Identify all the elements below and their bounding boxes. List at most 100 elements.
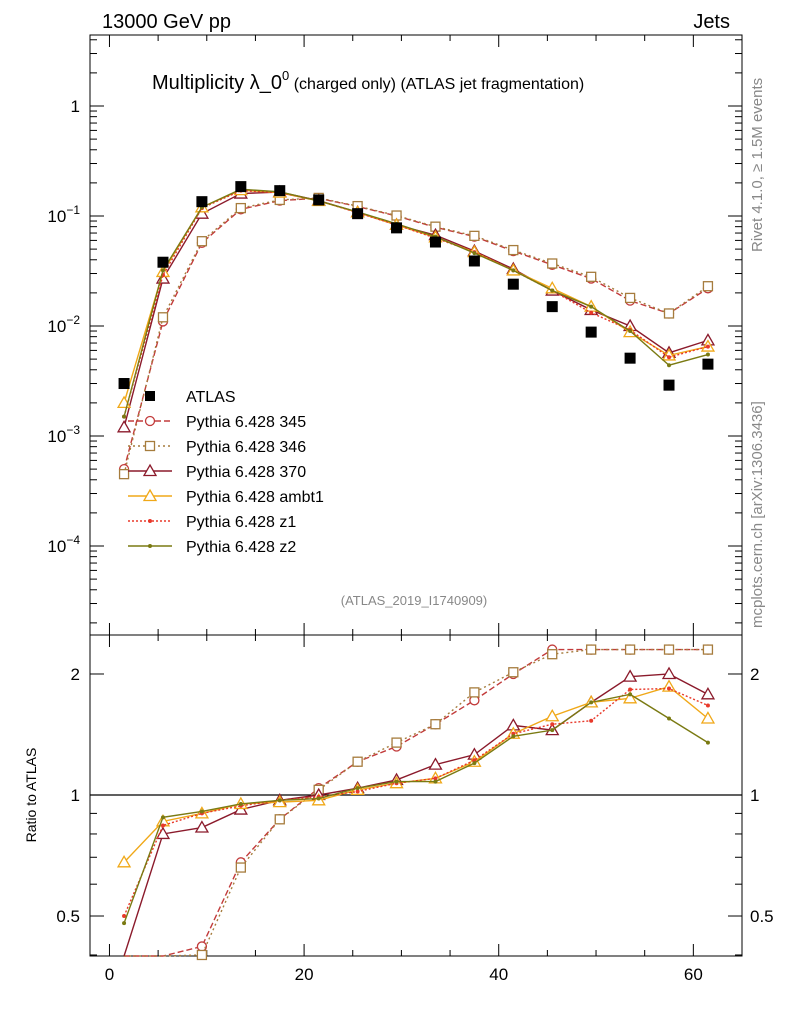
y-tick-exponent: −4 (66, 533, 80, 547)
ratio-point (622, 690, 638, 704)
series-point (157, 312, 169, 323)
series-point (469, 230, 480, 242)
ratio-line (124, 648, 708, 957)
ratio-point (352, 756, 363, 767)
series-point (661, 348, 677, 361)
legend-marker (148, 519, 152, 523)
series-point (508, 244, 519, 256)
y-tick-exponent: −3 (66, 423, 80, 437)
legend-marker-atlas (145, 391, 155, 401)
title-main: Multiplicity λ_0 (152, 72, 282, 94)
ratio-point (589, 700, 594, 705)
ratio-point (433, 779, 438, 784)
data-point (468, 255, 480, 267)
ratio-point (116, 855, 132, 868)
data-point (429, 236, 441, 248)
ratio-point (661, 679, 677, 692)
legend-label: Pythia 6.428 ambt1 (186, 489, 324, 506)
series-line (123, 189, 709, 417)
series-point (586, 271, 597, 282)
ratio-point (316, 796, 321, 801)
ratio-point (355, 789, 360, 794)
series-line (123, 188, 709, 417)
y-tick-label: 10−2 (47, 313, 80, 336)
series-point (624, 292, 636, 304)
atlas-data (118, 181, 714, 391)
ratio-line (123, 685, 709, 863)
series-point (545, 281, 560, 294)
legend-label-atlas: ATLAS (186, 389, 236, 406)
ratio-point (628, 692, 633, 697)
y-tick-exponent: −1 (66, 203, 80, 217)
data-point (702, 358, 714, 370)
data-point (196, 196, 208, 208)
ratio-point (508, 667, 519, 678)
x-tick-label: 60 (684, 965, 703, 984)
series-5 (122, 187, 710, 926)
x-tick-label: 40 (489, 965, 508, 984)
ratio-point (547, 649, 558, 660)
analysis-id: (ATLAS_2019_I1740909) (341, 593, 487, 608)
y-tick-label: 1 (71, 97, 80, 116)
data-point (274, 185, 286, 197)
ratio-tick-label-left: 0.5 (56, 907, 80, 926)
ratio-point (155, 826, 171, 840)
data-point (624, 352, 636, 364)
ratio-point (700, 687, 716, 700)
ratio-point (238, 801, 243, 806)
ratio-point (355, 786, 360, 791)
legend-marker (142, 463, 158, 477)
data-point (118, 378, 130, 390)
title-superscript: 0 (282, 68, 289, 83)
ratio-point (667, 716, 672, 721)
data-point (352, 208, 364, 220)
data-point (391, 222, 403, 234)
ratio-line (123, 673, 709, 957)
y-tick-base: 10 (47, 317, 66, 336)
ratio-point (469, 687, 480, 698)
ratio-point (661, 666, 677, 680)
legend-label: Pythia 6.428 346 (186, 439, 306, 456)
series-point (663, 308, 675, 319)
ratio-point (700, 711, 716, 724)
series-point (705, 344, 710, 349)
series-point (122, 414, 127, 419)
ratio-point (472, 758, 477, 763)
collision-label: 13000 GeV pp (102, 11, 231, 33)
ratio-point (589, 718, 594, 723)
ratio-point (624, 644, 636, 655)
ratio-point (622, 669, 638, 682)
ratio-point (663, 644, 675, 655)
ratio-point (702, 644, 714, 655)
legend-label: Pythia 6.428 370 (186, 464, 306, 481)
legend-label: Pythia 6.428 345 (186, 414, 306, 431)
y-tick-base: 10 (47, 537, 66, 556)
legend-marker (148, 544, 152, 548)
ratio-tick-label-left: 1 (71, 786, 80, 805)
title-suffix: (charged only) (ATLAS jet fragmentation) (289, 76, 584, 93)
y-tick-exponent: −2 (66, 313, 80, 327)
data-point (313, 194, 325, 206)
series-2 (116, 184, 716, 957)
ratio-point (160, 815, 165, 820)
ratio-point (277, 798, 282, 803)
ratio-y-axis-label: Ratio to ATLAS (23, 748, 39, 843)
ratio-point (122, 921, 127, 926)
ratio-point (586, 644, 597, 655)
ratio-point (705, 703, 710, 708)
ratio-point (199, 809, 204, 814)
legend-label: Pythia 6.428 z1 (186, 514, 296, 531)
ratio-tick-label-right: 0.5 (750, 907, 774, 926)
ratio-point (430, 719, 441, 730)
ratio-point (472, 761, 477, 766)
x-tick-label: 20 (295, 965, 314, 984)
series-point (667, 363, 672, 368)
ratio-line (123, 693, 709, 924)
plot-title: Multiplicity λ_00 (charged only) (ATLAS … (152, 68, 584, 94)
ratio-line (123, 687, 709, 917)
series-point (702, 281, 714, 292)
ratio-point (194, 820, 210, 833)
ratio-point (511, 734, 516, 739)
series-point (705, 352, 710, 357)
